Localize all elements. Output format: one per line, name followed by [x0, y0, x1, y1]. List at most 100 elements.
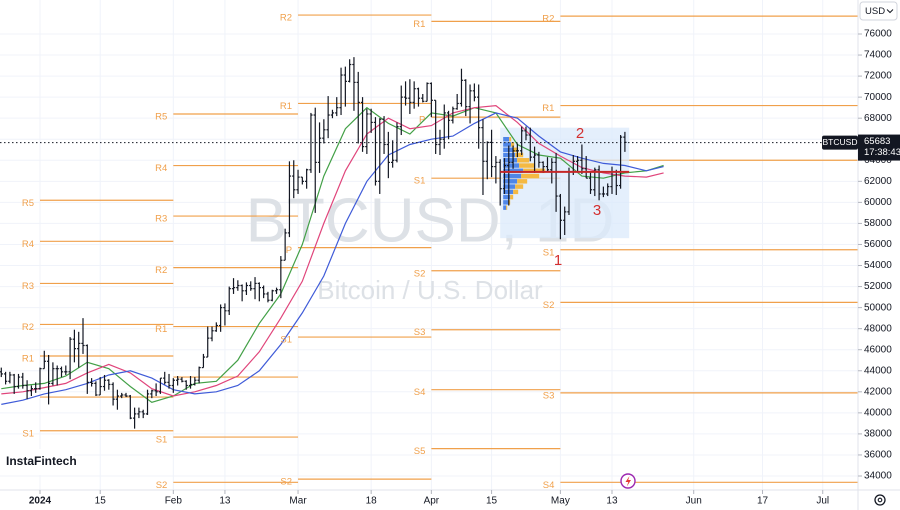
pivot-label: S1: [414, 176, 426, 187]
brand-box: [0, 449, 74, 475]
gear-inner[interactable]: [877, 497, 883, 503]
pivot-label: S2: [414, 268, 426, 279]
pivot-label: S1: [543, 247, 555, 258]
x-tick-label: Jun: [686, 496, 702, 507]
pivot-label: R3: [155, 214, 167, 225]
pivot-label: R2: [155, 265, 167, 276]
x-tick-label: Apr: [424, 496, 440, 507]
symbol-label: BTCUSD: [823, 137, 858, 147]
y-tick-label: 68000: [864, 113, 892, 124]
y-tick-label: 54000: [864, 260, 892, 271]
pivot-label: R1: [413, 19, 425, 30]
profile-up-bar: [503, 136, 510, 142]
profile-down-bar: [515, 184, 524, 189]
x-tick-label: 18: [366, 496, 378, 507]
y-tick-label: 70000: [864, 92, 892, 103]
y-tick-label: 34000: [864, 471, 892, 482]
x-tick-label: 17: [757, 496, 769, 507]
x-tick-label: 2024: [29, 496, 52, 507]
pivot-label: R5: [22, 198, 34, 209]
x-tick-label: 13: [606, 496, 618, 507]
profile-down-bar: [513, 147, 519, 152]
moving-average: [1, 112, 664, 405]
x-tick-label: May: [551, 496, 570, 507]
pivot-label: S5: [414, 446, 426, 457]
y-tick-label: 58000: [864, 218, 892, 229]
profile-down-bar: [515, 152, 524, 158]
x-tick-label: 13: [219, 496, 231, 507]
x-tick-label: 15: [95, 496, 107, 507]
y-tick-label: 50000: [864, 302, 892, 313]
y-tick-label: 60000: [864, 197, 892, 208]
profile-down-bar: [521, 173, 540, 179]
profile-down-bar: [511, 142, 515, 147]
y-tick-label: 40000: [864, 407, 892, 418]
profile-up-bar: [503, 147, 514, 152]
profile-up-bar: [503, 142, 512, 147]
annotation: 1: [554, 252, 562, 269]
profile-down-bar: [513, 189, 519, 195]
price-label: 65683: [864, 136, 890, 147]
y-tick-label: 74000: [864, 50, 892, 61]
x-tick-label: 15: [486, 496, 498, 507]
profile-up-bar: [503, 200, 509, 205]
profile-up-bar: [503, 163, 520, 168]
pivot-label: S2: [543, 300, 555, 311]
grid: [0, 0, 858, 490]
profile-down-bar: [510, 194, 514, 200]
pivot-label: S3: [543, 390, 555, 401]
pivot-label: S1: [156, 435, 168, 446]
pivot-label: R4: [155, 163, 167, 174]
plot: [0, 14, 858, 483]
x-tick-label: Feb: [165, 496, 183, 507]
pivot-label: R1: [542, 103, 554, 114]
pivot-label: S4: [414, 387, 426, 398]
gear-outer[interactable]: [874, 494, 886, 506]
y-tick-label: 44000: [864, 365, 892, 376]
pivot-label: R5: [155, 111, 167, 122]
moving-average: [1, 104, 664, 397]
symbol-tag: [822, 135, 858, 150]
currency-box[interactable]: [859, 1, 898, 21]
y-tick-label: 56000: [864, 239, 892, 250]
profile-down-bar: [506, 205, 508, 210]
pivot-label: S1: [22, 428, 34, 439]
y-tick-label: 46000: [864, 344, 892, 355]
settings-button[interactable]: [874, 494, 886, 506]
moving-average: [1, 106, 664, 403]
y-tick-label: 52000: [864, 281, 892, 292]
y-tick-label: 76000: [864, 29, 892, 40]
y-tick-label: 38000: [864, 429, 892, 440]
y-tick-label: 72000: [864, 71, 892, 82]
y-tick-label: 48000: [864, 323, 892, 334]
pivot-label: S1: [280, 335, 292, 346]
profile-up-bar: [503, 194, 511, 200]
axes: 34000 36000 38000 40000 42000 44000 46000 48000…: [29, 29, 892, 507]
pivot-label: S2: [156, 480, 168, 491]
pivot-label: R2: [22, 322, 34, 333]
event-icon[interactable]: [620, 473, 636, 489]
annotation: 3: [593, 202, 601, 219]
profile-up-bar: [503, 158, 518, 163]
price-tag: [858, 134, 900, 161]
x-tick-label: Mar: [289, 496, 307, 507]
pivot-label: R3: [22, 281, 34, 292]
pivot-label: R1: [22, 354, 34, 365]
currency-chevron[interactable]: [886, 9, 894, 14]
pivot-labels: R5 R4 R3 R2 R1 S1 R5 R4 R3 R2 R1 S1 S2 R2 R1 P S1 S2 R1 P S1…: [22, 13, 555, 491]
x-tick-label: Jul: [816, 496, 829, 507]
pivot-label: R2: [280, 13, 292, 24]
pivot-label: R4: [22, 239, 34, 250]
pivot-label: R1: [280, 101, 292, 112]
pivot-label: R2: [542, 14, 554, 25]
event-icon-bolt[interactable]: [625, 476, 632, 487]
annotation: 2: [576, 125, 584, 142]
profile-up-bar: [503, 179, 518, 184]
currency-button[interactable]: USD: [859, 1, 898, 21]
currency-label[interactable]: USD: [865, 6, 885, 17]
profile-up-bar: [503, 173, 522, 179]
pivot-label: P: [419, 115, 425, 126]
profile-down-bar: [519, 163, 536, 168]
